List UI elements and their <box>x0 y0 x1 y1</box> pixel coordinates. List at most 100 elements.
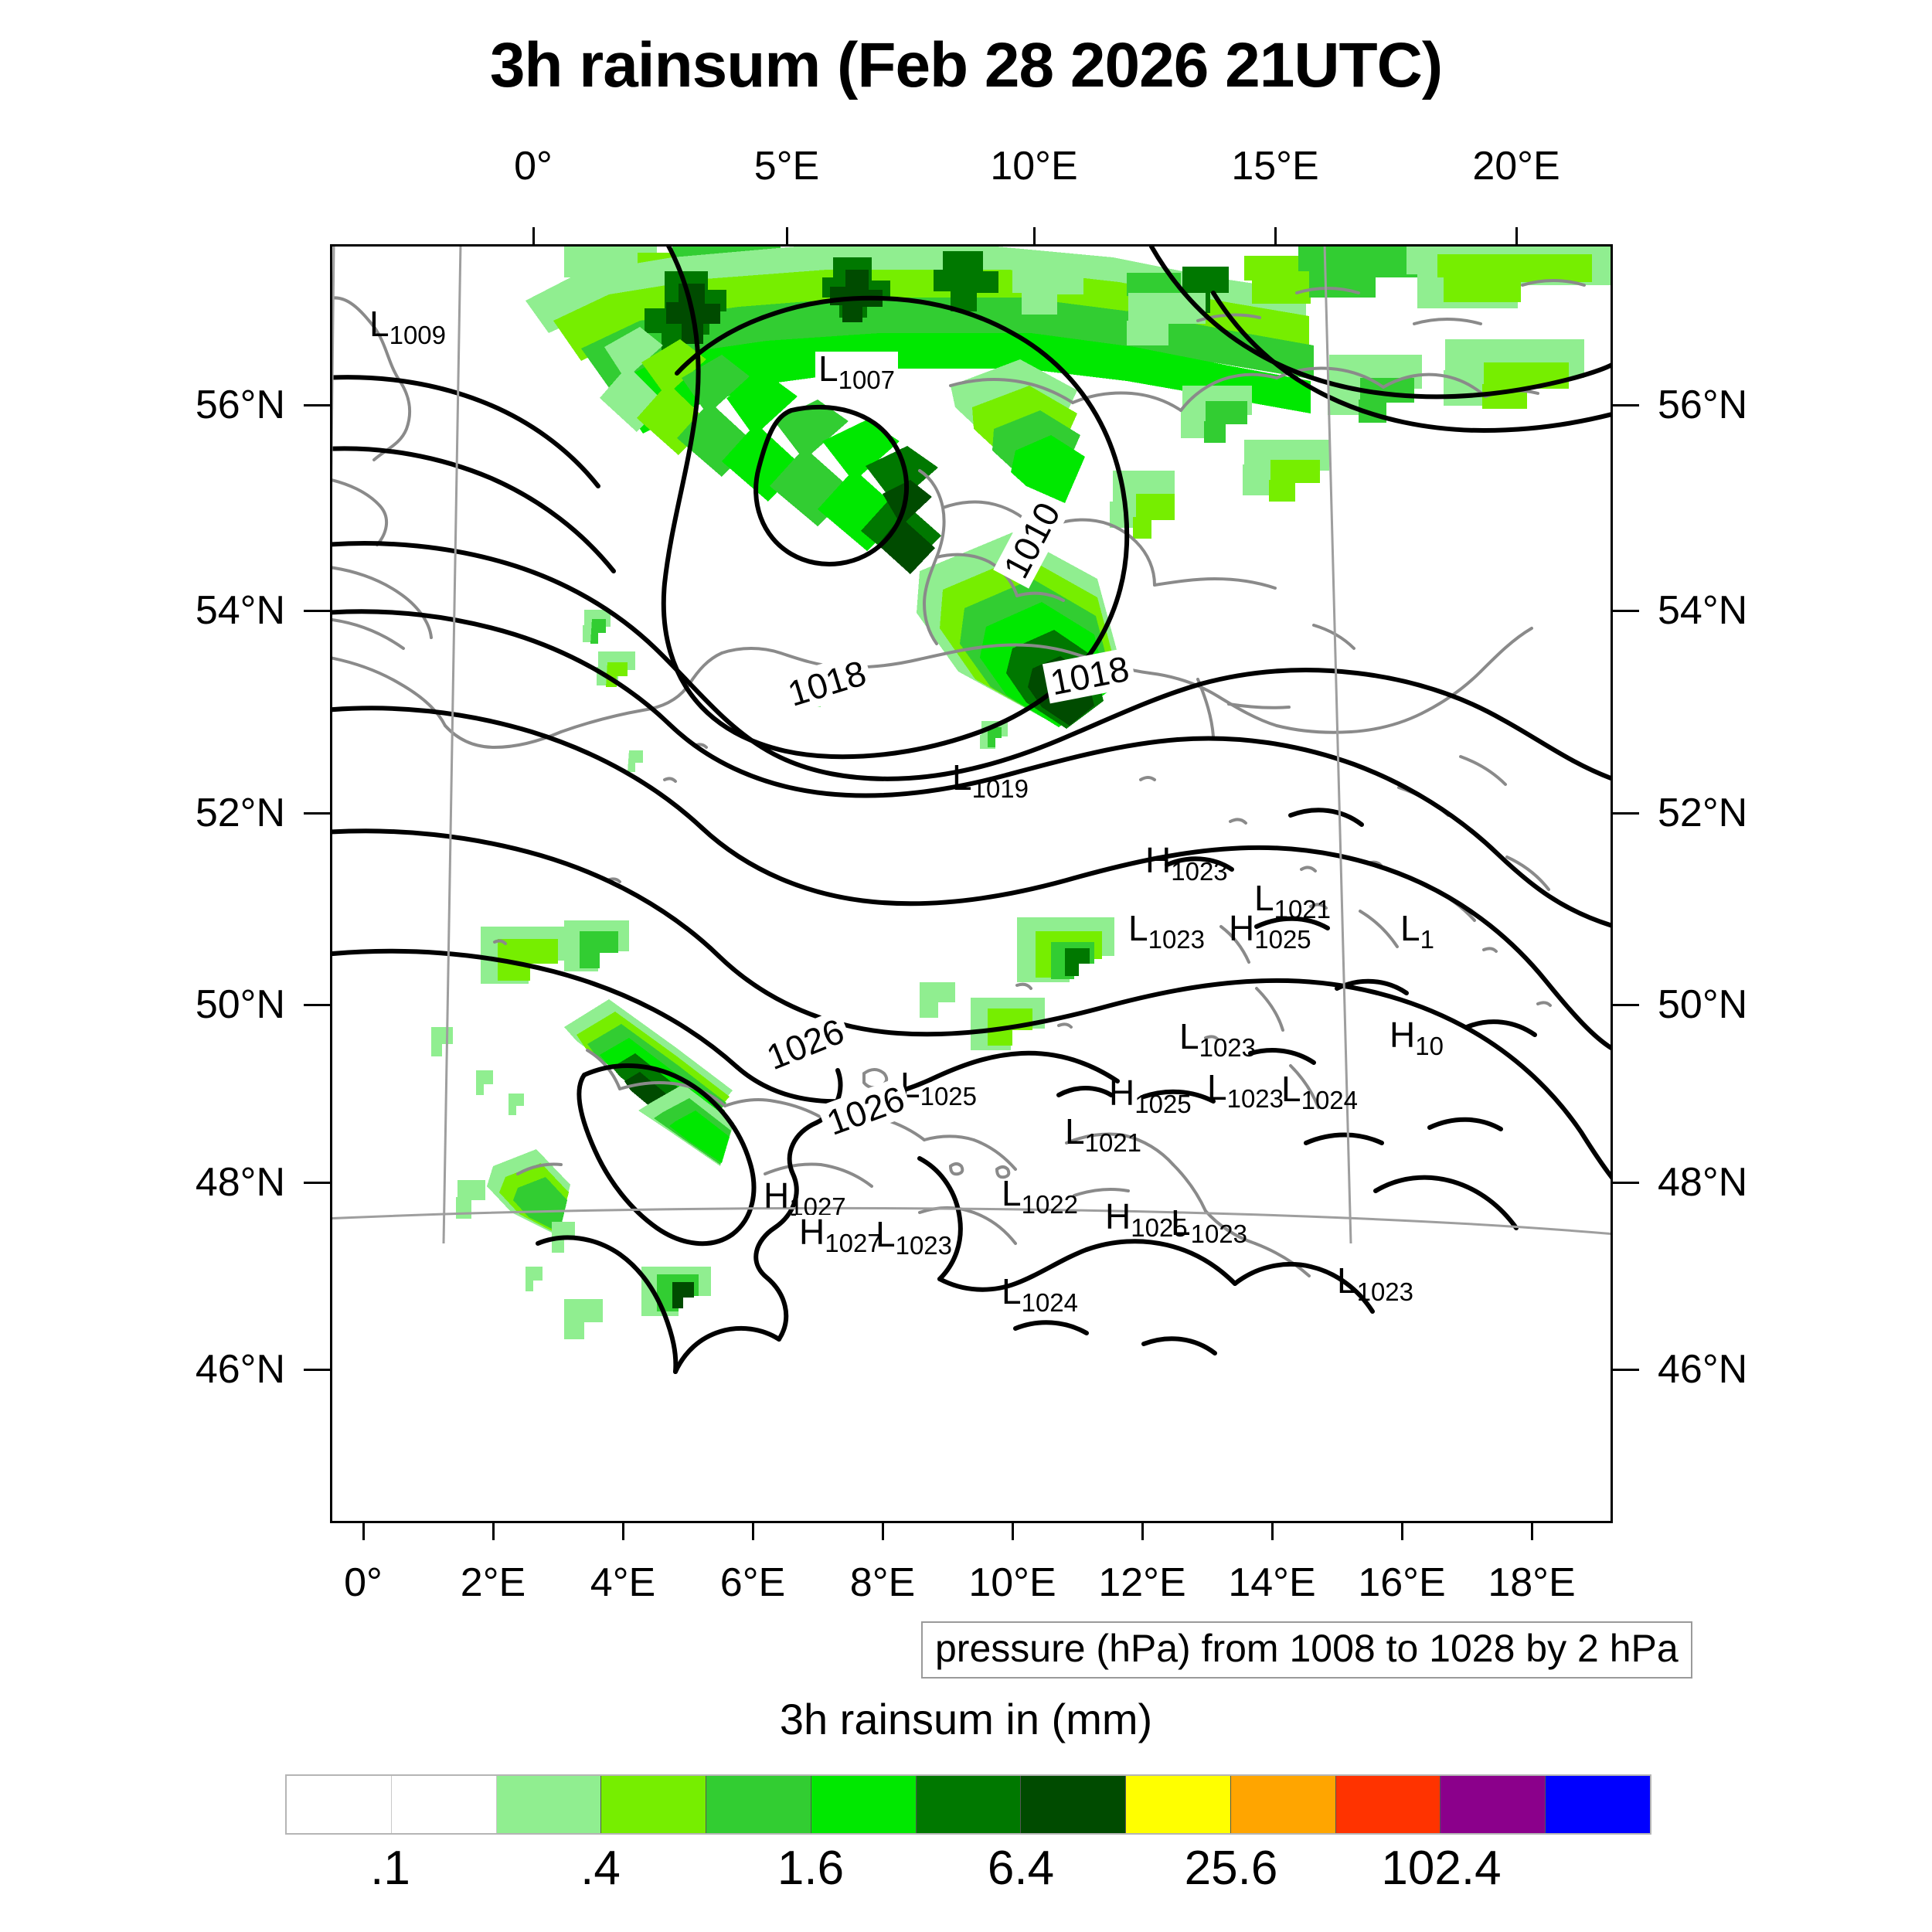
axis-tick <box>304 1369 330 1371</box>
axis-tick <box>304 1182 330 1184</box>
colorbar-swatches[interactable] <box>285 1774 1651 1835</box>
marker-type: L <box>1400 908 1420 948</box>
map-canvas <box>332 247 1611 1521</box>
colorbar-tick-1: .4 <box>580 1842 621 1895</box>
colorbar-swatch-11[interactable] <box>1440 1776 1546 1833</box>
marker-type: H <box>1145 840 1172 880</box>
marker-value: 1019 <box>971 774 1029 803</box>
colorbar-swatch-10[interactable] <box>1335 1776 1441 1833</box>
marker-type: H <box>1389 1015 1416 1055</box>
lat-right-label-3: 50°N <box>1658 982 1748 1027</box>
axis-tick <box>1613 610 1639 612</box>
marker-type: H <box>1105 1196 1131 1236</box>
colorbar-tick-5: 102.4 <box>1381 1842 1502 1895</box>
colorbar-swatch-5[interactable] <box>811 1776 917 1833</box>
colorbar-swatch-3[interactable] <box>601 1776 707 1833</box>
lon-bottom-label-9: 18°E <box>1488 1560 1576 1605</box>
marker-value: 1023 <box>1190 1219 1248 1248</box>
lon-bottom-label-8: 16°E <box>1358 1560 1446 1605</box>
pressure-marker-h-11: H1025 <box>1109 1075 1192 1118</box>
colorbar-tick-0: .1 <box>370 1842 410 1895</box>
colorbar-swatch-6[interactable] <box>916 1776 1022 1833</box>
colorbar-swatch-12[interactable] <box>1546 1776 1650 1833</box>
colorbar-tick-4: 25.6 <box>1184 1842 1278 1895</box>
marker-type: L <box>1281 1069 1301 1109</box>
pressure-marker-h-6: H1025 <box>1229 910 1311 954</box>
islands <box>493 743 1552 1179</box>
lon-bottom-label-0: 0° <box>344 1560 383 1605</box>
marker-value: 1023 <box>1199 1032 1257 1062</box>
marker-type: L <box>1002 1173 1022 1213</box>
axis-tick <box>1531 1523 1533 1540</box>
axis-tick <box>1033 227 1036 244</box>
lon-bottom-label-7: 14°E <box>1228 1560 1316 1605</box>
marker-type: L <box>1171 1202 1191 1243</box>
lon-top-label-0: 0° <box>514 144 553 189</box>
lon-bottom-label-2: 4°E <box>590 1560 656 1605</box>
lat-left-label-5: 46°N <box>195 1347 285 1392</box>
pressure-marker-l-22: L1023 <box>1337 1263 1413 1304</box>
axis-tick <box>1141 1523 1144 1540</box>
axis-tick <box>1271 1523 1274 1540</box>
lat-left-label-0: 56°N <box>195 383 285 427</box>
marker-type: L <box>369 304 389 344</box>
pressure-marker-l-13: L1024 <box>1281 1071 1359 1114</box>
colorbar-swatch-7[interactable] <box>1021 1776 1127 1833</box>
pressure-marker-l-7: L1 <box>1400 910 1434 954</box>
marker-type: L <box>952 757 972 798</box>
marker-type: L <box>1065 1111 1085 1151</box>
lon-top-label-3: 15°E <box>1231 144 1319 189</box>
axis-tick <box>882 1523 884 1540</box>
lat-right-label-4: 48°N <box>1658 1160 1748 1205</box>
marker-type: L <box>1207 1067 1227 1107</box>
pressure-marker-l-12: L1023 <box>1207 1070 1284 1111</box>
marker-value: 1023 <box>1148 924 1206 954</box>
colorbar-swatch-1[interactable] <box>391 1776 497 1833</box>
axis-tick <box>1515 227 1518 244</box>
colorbar-swatch-8[interactable] <box>1126 1776 1231 1833</box>
marker-value: 1023 <box>1171 856 1228 886</box>
marker-value: 10 <box>1415 1031 1444 1060</box>
map-panel[interactable]: L1009 L1007 L1019 H1023 L1021 L1023 H1025 L1 L10… <box>330 244 1613 1523</box>
lat-right-label-1: 54°N <box>1658 588 1748 633</box>
lat-right-label-5: 46°N <box>1658 1347 1748 1392</box>
lon-bottom-label-1: 2°E <box>460 1560 526 1605</box>
marker-type: L <box>1337 1260 1357 1301</box>
axis-tick <box>532 227 535 244</box>
colorbar-tick-2: 1.6 <box>777 1842 845 1895</box>
lat-right-label-0: 56°N <box>1658 383 1748 427</box>
marker-value: 1024 <box>1301 1085 1359 1114</box>
lon-bottom-label-3: 6°E <box>719 1560 786 1605</box>
pressure-marker-h-3: H1023 <box>1145 842 1228 886</box>
colorbar-swatch-4[interactable] <box>706 1776 811 1833</box>
colorbar-swatch-9[interactable] <box>1230 1776 1336 1833</box>
axis-tick <box>786 227 788 244</box>
colorbar-swatch-0[interactable] <box>287 1776 392 1833</box>
marker-value: 1021 <box>1274 894 1332 923</box>
marker-value: 1 <box>1420 924 1434 954</box>
marker-value: 1023 <box>895 1230 953 1260</box>
lat-left-label-2: 52°N <box>195 791 285 835</box>
axis-tick <box>304 1004 330 1006</box>
axis-tick <box>1012 1523 1014 1540</box>
axis-tick <box>1274 227 1277 244</box>
marker-value: 1021 <box>1084 1128 1142 1157</box>
marker-type: H <box>799 1212 825 1252</box>
colorbar-title: 3h rainsum in (mm) <box>779 1695 1153 1743</box>
lon-bottom-label-4: 8°E <box>849 1560 916 1605</box>
marker-type: L <box>1254 878 1274 918</box>
axis-tick <box>622 1523 624 1540</box>
marker-type: L <box>1002 1271 1022 1311</box>
colorbar-tick-3: 6.4 <box>987 1842 1055 1895</box>
colorbar-swatch-2[interactable] <box>496 1776 602 1833</box>
marker-value: 1025 <box>1134 1089 1192 1118</box>
lon-bottom-label-5: 10°E <box>968 1560 1056 1605</box>
marker-value: 1025 <box>1254 924 1311 954</box>
marker-type: L <box>818 349 838 389</box>
colorbar[interactable] <box>285 1774 1651 1835</box>
marker-type: L <box>1179 1016 1199 1056</box>
pressure-marker-l-20: L1023 <box>876 1216 953 1260</box>
marker-type: H <box>1229 908 1255 948</box>
axis-tick <box>1613 1182 1639 1184</box>
lon-top-label-1: 5°E <box>753 144 820 189</box>
